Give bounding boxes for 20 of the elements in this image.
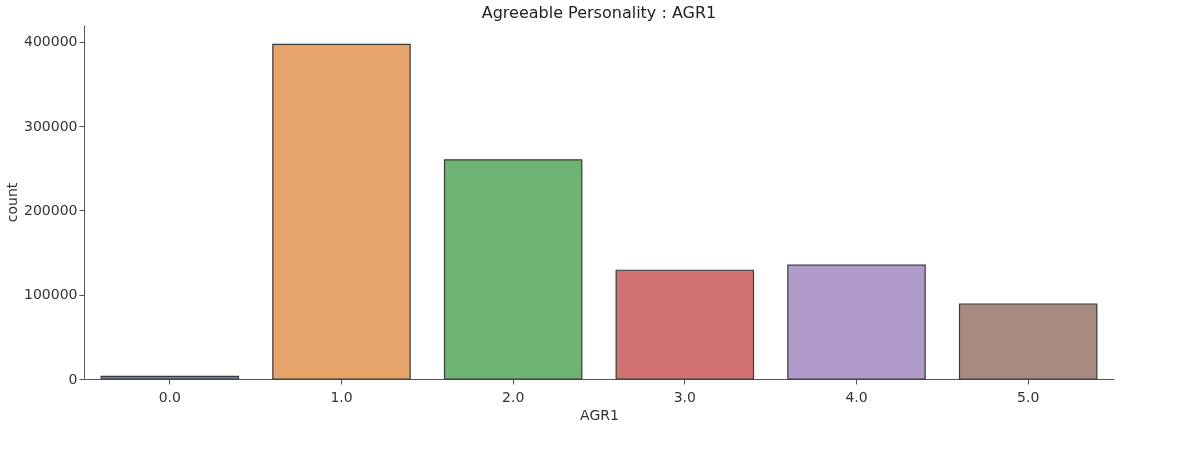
- y-axis-title: count: [4, 182, 21, 223]
- chart-title: Agreeable Personality : AGR1: [481, 3, 717, 22]
- y-tick-label: 400000: [24, 33, 78, 50]
- x-tick-label: 2.0: [502, 388, 525, 405]
- bar: [272, 43, 411, 380]
- bar: [443, 159, 583, 380]
- x-tick-label: 5.0: [1017, 388, 1040, 405]
- x-tick-label: 4.0: [845, 388, 868, 405]
- x-tick-label: 0.0: [158, 388, 181, 405]
- y-tick-label: 0: [68, 370, 78, 387]
- bar: [958, 303, 1098, 380]
- y-tick-label: 200000: [24, 201, 78, 218]
- bar: [787, 264, 926, 380]
- y-tick-label: 100000: [24, 286, 78, 303]
- x-axis-title: AGR1: [580, 406, 619, 423]
- y-tick-label: 300000: [24, 117, 78, 134]
- bar: [615, 269, 755, 380]
- x-tick-label: 3.0: [673, 388, 696, 405]
- bar: [100, 375, 240, 380]
- x-tick-label: 1.0: [330, 388, 353, 405]
